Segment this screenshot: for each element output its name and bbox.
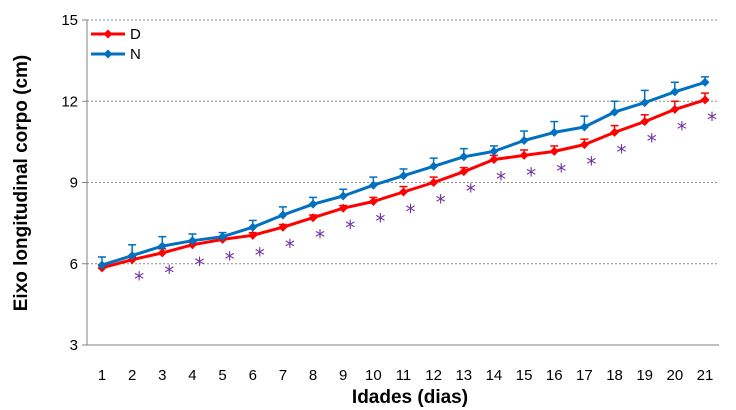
y-tick-label: 12 xyxy=(61,93,78,110)
y-tick-label: 15 xyxy=(61,12,78,29)
x-tick-label: 3 xyxy=(158,367,166,384)
x-tick-label: 14 xyxy=(486,367,503,384)
x-tick-label: 19 xyxy=(636,367,653,384)
significance-star: * xyxy=(647,130,657,154)
data-point xyxy=(549,127,559,137)
data-point xyxy=(338,191,348,201)
x-tick-label: 5 xyxy=(218,367,226,384)
data-point xyxy=(97,260,107,270)
data-point xyxy=(640,98,650,108)
data-point xyxy=(519,150,529,160)
data-point xyxy=(308,213,318,223)
x-tick-label: 2 xyxy=(128,367,136,384)
data-point xyxy=(429,178,439,187)
significance-star: * xyxy=(556,159,566,183)
y-tick-label: 3 xyxy=(70,337,78,354)
x-tick-label: 4 xyxy=(188,367,196,384)
significance-star: * xyxy=(315,226,325,250)
y-axis-title: Eixo longitudinal corpo (cm) xyxy=(11,55,32,312)
x-tick-label: 15 xyxy=(516,367,533,384)
x-tick-label: 13 xyxy=(455,367,472,384)
data-series xyxy=(97,76,710,273)
data-point xyxy=(127,251,137,261)
x-tick-label: 11 xyxy=(396,367,412,384)
legend-marker-n xyxy=(103,49,113,59)
y-tick-label: 9 xyxy=(70,175,78,192)
x-tick-label: 10 xyxy=(365,367,382,384)
x-axis-title: Idades (dias) xyxy=(352,387,468,408)
data-point xyxy=(399,187,408,197)
significance-star: * xyxy=(164,261,174,285)
data-point xyxy=(429,161,439,171)
significance-star: * xyxy=(677,117,687,141)
significance-star: * xyxy=(194,253,204,277)
data-point xyxy=(579,122,589,132)
data-point xyxy=(368,180,378,190)
y-tick-labels: 3 6 9 12 15 xyxy=(61,12,78,354)
x-tick-label: 9 xyxy=(339,367,347,384)
data-point xyxy=(218,232,228,242)
data-point xyxy=(610,127,620,137)
data-point xyxy=(489,146,499,156)
significance-star: * xyxy=(375,209,385,233)
x-tick-label: 20 xyxy=(667,367,684,384)
data-point xyxy=(157,241,167,251)
gridlines xyxy=(87,19,719,265)
data-point xyxy=(278,222,288,232)
x-tick-label: 17 xyxy=(576,367,593,384)
data-point xyxy=(459,152,469,162)
data-point xyxy=(670,87,680,97)
data-point xyxy=(308,199,318,209)
significance-star: * xyxy=(255,243,265,267)
x-tick-label: 1 xyxy=(98,367,106,384)
data-point xyxy=(368,196,378,206)
series-n xyxy=(97,76,710,270)
x-tick-label: 8 xyxy=(309,367,317,384)
data-point xyxy=(248,222,258,232)
data-point xyxy=(700,77,710,87)
legend-label-n: N xyxy=(130,46,141,63)
significance-star: * xyxy=(707,108,717,132)
significance-star: * xyxy=(496,167,506,191)
data-point xyxy=(700,95,710,105)
data-point xyxy=(489,154,499,164)
data-point xyxy=(399,171,408,181)
x-tick-label: 21 xyxy=(697,367,714,384)
significance-star: * xyxy=(466,180,476,204)
data-point xyxy=(519,136,529,146)
significance-star: * xyxy=(225,247,235,271)
data-point xyxy=(549,146,559,156)
data-point xyxy=(640,117,650,127)
significance-star: * xyxy=(526,163,536,187)
data-point xyxy=(670,104,680,114)
significance-markers: * * * * * * * * * * * * * * * * * * * * xyxy=(134,108,717,292)
data-point xyxy=(187,236,197,246)
x-tick-label: 7 xyxy=(279,367,287,384)
data-point xyxy=(157,248,167,258)
legend-label-d: D xyxy=(130,26,141,43)
data-point xyxy=(610,107,620,117)
data-point xyxy=(248,230,258,240)
y-tick-label: 6 xyxy=(70,256,78,273)
significance-star: * xyxy=(285,235,295,259)
significance-star: * xyxy=(406,200,416,224)
significance-star: * xyxy=(436,191,446,215)
significance-star: * xyxy=(586,153,596,177)
significance-star: * xyxy=(345,216,355,240)
x-tick-label: 6 xyxy=(249,367,257,384)
data-point xyxy=(338,203,348,213)
x-tick-label: 16 xyxy=(546,367,563,384)
data-point xyxy=(579,140,589,150)
x-tick-label: 12 xyxy=(425,367,442,384)
significance-star: * xyxy=(134,268,144,292)
significance-star: * xyxy=(617,140,627,164)
x-tick-labels: 1 2 3 4 5 6 7 8 9 10 11 12 13 14 15 16 17 18 19 20 21 xyxy=(98,367,714,384)
legend: DN xyxy=(91,26,141,63)
legend-marker-d xyxy=(103,29,113,39)
axes xyxy=(82,19,719,346)
data-point xyxy=(278,210,288,220)
data-point xyxy=(459,167,469,177)
x-tick-label: 18 xyxy=(606,367,623,384)
